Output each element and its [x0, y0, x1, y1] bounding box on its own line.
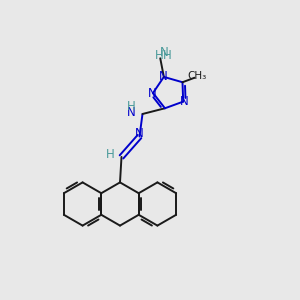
Text: H: H [163, 50, 172, 62]
Text: CH₃: CH₃ [187, 71, 206, 81]
Text: N: N [180, 95, 189, 108]
Text: N: N [127, 106, 136, 119]
Text: H: H [127, 100, 136, 113]
Text: N: N [135, 127, 144, 140]
Text: H: H [106, 148, 115, 161]
Text: N: N [148, 87, 157, 100]
Text: N: N [159, 70, 167, 83]
Text: N: N [160, 46, 168, 59]
Text: H: H [155, 50, 164, 62]
